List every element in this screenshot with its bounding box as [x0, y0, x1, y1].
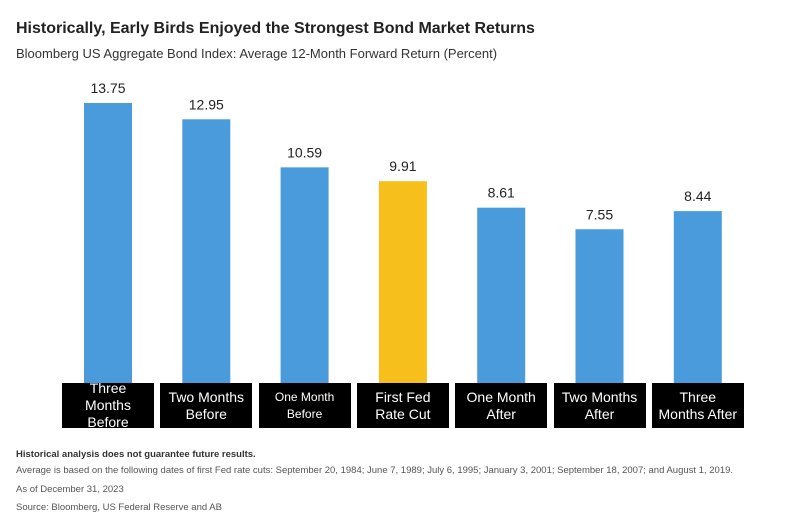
bar: [182, 119, 231, 384]
x-tick-label: Three Months Before: [62, 380, 154, 430]
chart-title: Historically, Early Birds Enjoyed the St…: [16, 20, 535, 37]
value-label: 7.55: [586, 206, 613, 222]
bar: [673, 211, 722, 383]
footnote: As of December 31, 2023: [16, 484, 124, 495]
footnote: Average is based on the following dates …: [16, 465, 734, 476]
footnote: Source: Bloomberg, US Federal Reserve an…: [16, 502, 222, 513]
value-label: 9.91: [389, 158, 416, 174]
x-tick-label: One Month Before: [258, 383, 351, 428]
bar: [280, 167, 329, 383]
bar: [477, 207, 526, 383]
value-label: 12.95: [189, 96, 224, 112]
chart-subtitle: Bloomberg US Aggregate Bond Index: Avera…: [16, 46, 498, 61]
x-tick-label: First Fed Rate Cut: [356, 383, 449, 428]
x-tick-label: Two Months After: [553, 383, 646, 428]
x-tick-label: Three Months After: [651, 383, 744, 428]
bar: [84, 103, 132, 383]
footnote: Historical analysis does not guarantee f…: [16, 449, 256, 460]
bar: [378, 181, 427, 383]
value-label: 8.44: [684, 188, 711, 204]
x-tick-label: Two Months Before: [160, 383, 253, 428]
x-tick-label: One Month After: [455, 383, 548, 428]
value-label: 10.59: [287, 144, 322, 160]
value-label: 13.75: [90, 80, 125, 96]
value-label: 8.61: [488, 185, 515, 201]
bar: [575, 229, 624, 383]
